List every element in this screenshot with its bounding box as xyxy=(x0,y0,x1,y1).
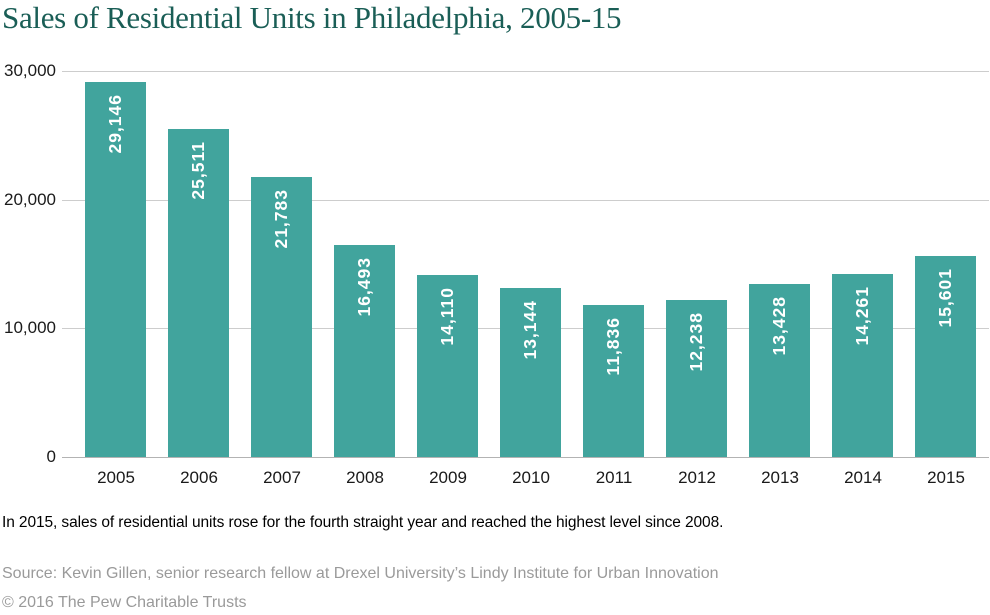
bar-value-label: 25,511 xyxy=(168,141,229,200)
bar-2005: 29,146 xyxy=(85,82,146,457)
bar-value-label: 16,493 xyxy=(334,257,395,317)
gridline-20000 xyxy=(62,200,989,201)
bar-value-text: 25,511 xyxy=(188,141,208,200)
x-tick-label-2012: 2012 xyxy=(678,468,716,487)
gridline-0 xyxy=(62,457,989,458)
x-tick-label-2014: 2014 xyxy=(844,468,882,487)
y-tick-label: 20,000 xyxy=(4,190,56,209)
x-tick-label-2007: 2007 xyxy=(263,468,301,487)
bar-value-label: 12,238 xyxy=(666,312,727,372)
y-tick-label: 10,000 xyxy=(4,318,56,337)
bar-2013: 13,428 xyxy=(749,284,810,457)
bar-2006: 25,511 xyxy=(168,129,229,457)
source-note: Source: Kevin Gillen, senior research fe… xyxy=(2,565,719,582)
bar-2007: 21,783 xyxy=(251,177,312,457)
bar-2012: 12,238 xyxy=(666,300,727,457)
bar-value-text: 14,110 xyxy=(437,287,457,346)
x-tick-label-2005: 2005 xyxy=(97,468,135,487)
x-tick-label-2006: 2006 xyxy=(180,468,218,487)
bar-value-text: 21,783 xyxy=(271,189,291,249)
bar-value-text: 13,428 xyxy=(769,296,789,356)
bar-value-label: 13,144 xyxy=(500,300,561,360)
bar-2014: 14,261 xyxy=(832,274,893,457)
copyright-note: © 2016 The Pew Charitable Trusts xyxy=(2,594,247,611)
bar-value-text: 14,261 xyxy=(852,286,872,346)
bar-value-label: 14,261 xyxy=(832,286,893,346)
bar-value-text: 16,493 xyxy=(354,257,374,317)
x-tick-label-2009: 2009 xyxy=(429,468,467,487)
bar-2010: 13,144 xyxy=(500,288,561,457)
x-tick-label-2010: 2010 xyxy=(512,468,550,487)
bar-2008: 16,493 xyxy=(334,245,395,457)
y-tick-label: 0 xyxy=(46,447,56,466)
bar-value-label: 29,146 xyxy=(85,94,146,154)
bar-value-label: 21,783 xyxy=(251,189,312,249)
bar-value-label: 11,836 xyxy=(583,317,644,376)
bar-2009: 14,110 xyxy=(417,275,478,457)
bar-value-label: 15,601 xyxy=(915,268,976,328)
bar-2011: 11,836 xyxy=(583,305,644,457)
bar-value-text: 11,836 xyxy=(603,317,623,376)
bar-value-text: 12,238 xyxy=(686,312,706,372)
bar-2015: 15,601 xyxy=(915,256,976,457)
bar-value-text: 29,146 xyxy=(105,94,125,154)
y-tick-label: 30,000 xyxy=(4,61,56,80)
bar-value-label: 13,428 xyxy=(749,296,810,356)
bar-value-text: 15,601 xyxy=(935,268,955,328)
bar-value-text: 13,144 xyxy=(520,300,540,360)
gridline-30000 xyxy=(62,71,989,72)
bar-value-label: 14,110 xyxy=(417,287,478,346)
finding-note: In 2015, sales of residential units rose… xyxy=(2,514,724,531)
x-tick-label-2013: 2013 xyxy=(761,468,799,487)
x-tick-label-2008: 2008 xyxy=(346,468,384,487)
x-tick-label-2011: 2011 xyxy=(595,468,633,487)
chart-title: Sales of Residential Units in Philadelph… xyxy=(2,0,622,35)
x-tick-label-2015: 2015 xyxy=(927,468,965,487)
